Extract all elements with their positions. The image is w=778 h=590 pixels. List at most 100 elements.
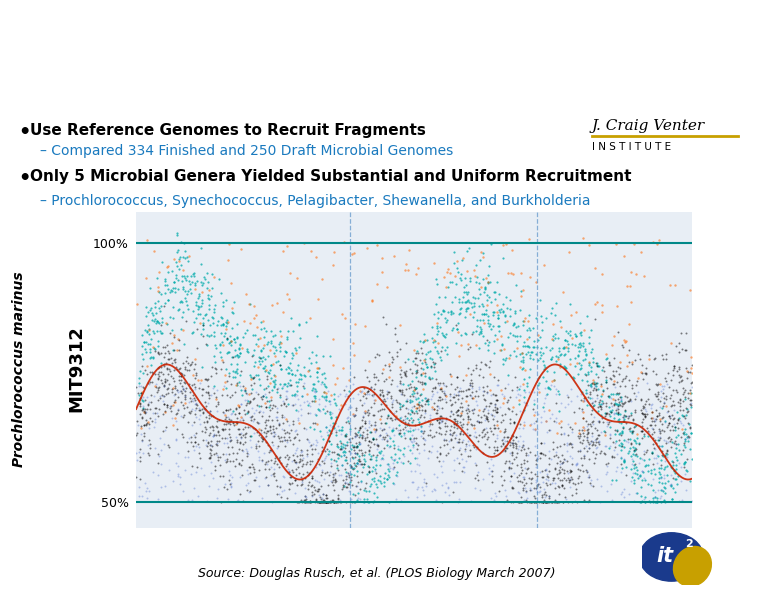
Point	[524, 420, 537, 430]
Point	[372, 442, 384, 451]
Point	[190, 300, 202, 310]
Point	[159, 422, 172, 431]
Point	[212, 415, 225, 424]
Point	[425, 395, 437, 404]
Point	[390, 470, 402, 480]
Point	[646, 407, 658, 417]
Point	[658, 427, 671, 436]
Point	[359, 417, 371, 426]
Point	[436, 342, 448, 352]
Point	[429, 384, 441, 393]
Point	[131, 299, 143, 309]
Point	[584, 338, 596, 348]
Point	[216, 352, 228, 362]
Point	[542, 383, 555, 392]
Point	[574, 445, 587, 454]
Point	[162, 261, 174, 271]
Point	[531, 453, 543, 463]
Point	[250, 339, 262, 349]
Point	[244, 370, 257, 379]
Point	[551, 442, 563, 452]
Point	[549, 357, 562, 366]
Point	[422, 396, 434, 406]
Point	[597, 363, 609, 372]
Point	[685, 352, 697, 362]
Point	[137, 392, 149, 402]
Point	[558, 454, 570, 464]
Point	[486, 405, 499, 415]
Point	[534, 348, 546, 357]
Point	[345, 249, 358, 258]
Point	[540, 376, 552, 386]
Point	[513, 471, 525, 480]
Point	[565, 310, 577, 320]
Point	[225, 340, 237, 349]
Point	[517, 472, 529, 481]
Point	[650, 405, 662, 414]
Point	[400, 338, 412, 348]
Point	[585, 381, 598, 391]
Point	[529, 407, 541, 417]
Point	[534, 448, 547, 457]
Point	[654, 441, 667, 451]
Point	[287, 417, 300, 426]
Point	[491, 404, 503, 413]
Point	[469, 460, 482, 470]
Point	[263, 388, 275, 397]
Point	[321, 497, 333, 507]
Point	[374, 423, 387, 432]
Point	[244, 431, 256, 441]
Point	[202, 293, 215, 303]
Point	[484, 386, 496, 395]
Point	[152, 317, 165, 326]
Point	[552, 333, 564, 343]
Point	[484, 277, 496, 287]
Point	[419, 336, 431, 346]
Point	[678, 462, 690, 471]
Point	[656, 419, 668, 428]
Point	[562, 430, 574, 440]
Point	[481, 427, 493, 437]
Point	[481, 381, 493, 391]
Point	[615, 363, 627, 373]
Point	[629, 450, 642, 459]
Point	[378, 424, 391, 434]
Point	[145, 334, 157, 343]
Point	[262, 465, 275, 474]
Point	[387, 425, 400, 434]
Point	[452, 410, 464, 419]
Point	[257, 363, 269, 373]
Point	[642, 460, 654, 470]
Point	[217, 297, 230, 307]
Point	[216, 320, 229, 329]
Point	[398, 379, 410, 389]
Point	[369, 396, 381, 405]
Point	[328, 480, 340, 490]
Point	[216, 337, 228, 347]
Point	[202, 438, 215, 447]
Point	[276, 425, 289, 434]
Point	[427, 431, 440, 441]
Point	[439, 421, 451, 431]
Point	[636, 454, 648, 463]
Point	[534, 350, 547, 360]
Point	[270, 404, 282, 413]
Point	[472, 293, 485, 303]
Point	[555, 480, 568, 490]
Point	[266, 376, 279, 386]
Point	[289, 448, 301, 458]
Point	[167, 277, 180, 286]
Point	[509, 372, 521, 382]
Point	[173, 345, 185, 354]
Point	[210, 494, 223, 503]
Point	[317, 379, 330, 389]
Point	[515, 445, 527, 455]
Point	[628, 445, 640, 455]
Point	[517, 316, 529, 326]
Point	[308, 497, 321, 507]
Point	[409, 353, 422, 362]
Point	[202, 277, 214, 287]
Point	[321, 497, 333, 507]
Point	[391, 471, 404, 481]
Point	[653, 474, 665, 483]
